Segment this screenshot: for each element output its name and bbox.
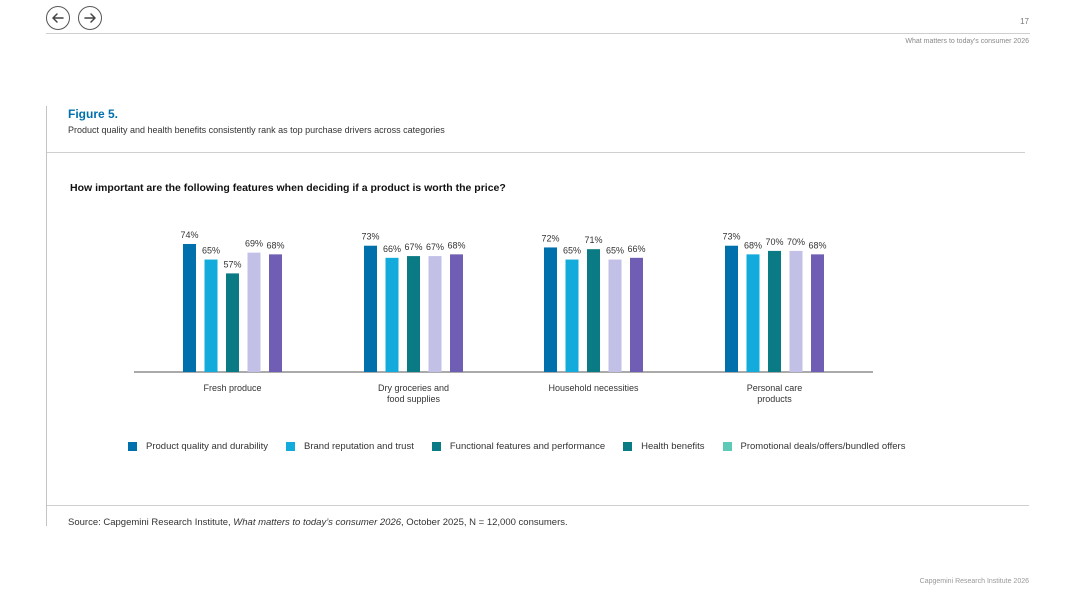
- bar: [269, 254, 282, 372]
- legend-label: Brand reputation and trust: [304, 441, 414, 452]
- bar-value-label: 65%: [606, 246, 624, 256]
- bar: [811, 254, 824, 372]
- bar-value-label: 65%: [563, 246, 581, 256]
- category-label: food supplies: [387, 394, 441, 404]
- bar-value-label: 68%: [447, 240, 465, 250]
- legend-label: Promotional deals/offers/bundled offers: [740, 441, 906, 452]
- figure-left-rule: [46, 106, 47, 526]
- legend-swatch: [722, 442, 732, 451]
- bar-value-label: 67%: [404, 242, 422, 252]
- bar: [204, 259, 218, 372]
- chart-title: How important are the following features…: [70, 182, 506, 194]
- category-label: products: [757, 394, 792, 404]
- arrow-left-icon: [52, 13, 64, 23]
- bar-value-label: 73%: [722, 232, 740, 242]
- bar: [407, 256, 420, 372]
- bar: [385, 257, 399, 372]
- category-label: Personal care: [747, 383, 803, 393]
- category-label: Fresh produce: [203, 383, 261, 393]
- report-title: What matters to today’s consumer 2026: [905, 38, 1029, 45]
- figure-caption: Product quality and health benefits cons…: [68, 125, 445, 135]
- page-number: 17: [1020, 17, 1029, 26]
- legend-swatch: [128, 442, 137, 451]
- footer-credit: Capgemini Research Institute 2026: [919, 578, 1029, 585]
- bar-value-label: 70%: [765, 237, 783, 247]
- source-divider: [47, 505, 1029, 506]
- legend-item: Functional features and performance: [431, 441, 606, 452]
- bar-value-label: 69%: [245, 239, 263, 249]
- bar: [450, 254, 463, 372]
- bar: [768, 250, 781, 372]
- bar: [364, 245, 377, 372]
- bar: [428, 256, 442, 372]
- bar-value-label: 68%: [808, 240, 826, 250]
- bar-value-label: 68%: [744, 240, 762, 250]
- legend-swatch: [431, 442, 441, 451]
- bar-value-label: 68%: [266, 240, 284, 250]
- bar: [565, 259, 579, 372]
- bar-value-label: 67%: [426, 242, 444, 252]
- bar-value-label: 66%: [627, 244, 645, 254]
- bar-value-label: 66%: [383, 244, 401, 254]
- bar-value-label: 65%: [202, 246, 220, 256]
- legend-label: Health benefits: [641, 441, 705, 452]
- bar-value-label: 71%: [584, 235, 602, 245]
- bar-value-label: 73%: [361, 232, 379, 242]
- bar: [247, 252, 261, 372]
- legend-item: Product quality and durability: [128, 441, 268, 452]
- category-label: Dry groceries and: [378, 383, 449, 393]
- figure-label: Figure 5.: [68, 107, 119, 121]
- next-page-button[interactable]: [78, 6, 102, 30]
- legend-label: Product quality and durability: [146, 441, 268, 452]
- bar-value-label: 74%: [180, 230, 198, 240]
- category-label: Household necessities: [548, 383, 639, 393]
- arrow-right-icon: [84, 13, 96, 23]
- bar: [725, 245, 738, 372]
- source-report-title: What matters to today’s consumer 2026: [233, 517, 402, 528]
- bar: [789, 250, 803, 372]
- chart-legend: Product quality and durability Brand repu…: [128, 441, 923, 452]
- previous-page-button[interactable]: [46, 6, 70, 30]
- legend-item: Brand reputation and trust: [286, 441, 414, 452]
- header-divider: [46, 33, 1030, 34]
- bar-value-label: 57%: [223, 259, 241, 269]
- bar: [608, 259, 622, 372]
- legend-swatch: [623, 442, 633, 451]
- bar: [544, 247, 557, 372]
- bar: [746, 254, 760, 372]
- bar-value-label: 72%: [541, 233, 559, 243]
- bar: [587, 249, 600, 372]
- legend-item: Health benefits: [623, 441, 705, 452]
- legend-item: Promotional deals/offers/bundled offers: [722, 441, 906, 452]
- bar: [630, 257, 643, 372]
- bar: [183, 243, 196, 372]
- source-prefix: Source: Capgemini Research Institute,: [68, 517, 234, 528]
- bar: [226, 273, 239, 372]
- caption-divider: [47, 152, 1025, 153]
- source-note: Source: Capgemini Research Institute, Wh…: [68, 517, 568, 528]
- legend-swatch: [286, 442, 295, 451]
- source-suffix: , October 2025, N = 12,000 consumers.: [401, 517, 568, 528]
- bar-value-label: 70%: [787, 237, 805, 247]
- legend-label: Functional features and performance: [449, 441, 606, 452]
